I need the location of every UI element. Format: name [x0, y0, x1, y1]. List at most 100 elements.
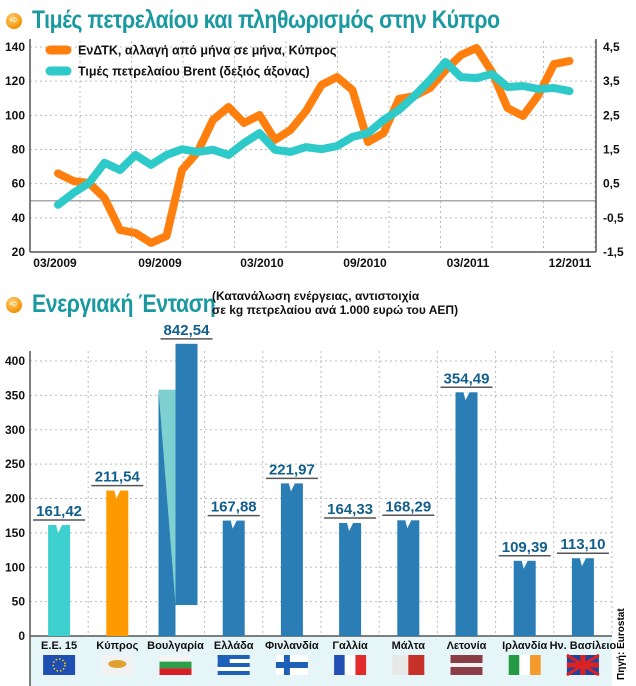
uk-cross [566, 662, 599, 668]
y-right-tick-label: 4,5 [603, 40, 620, 54]
bar-notch [288, 483, 295, 492]
legend-label: ΕνΔΤΚ, αλλαγή από μήνα σε μήνα, Κύπρος [78, 44, 336, 58]
bar-value-label: 211,54 [95, 469, 141, 486]
y-right-tick-label: 1,5 [603, 143, 620, 157]
flag-stripe [450, 655, 483, 663]
y-left-tick-label: 40 [12, 211, 26, 225]
x-tick-label: 09/2010 [343, 256, 387, 270]
bar [106, 490, 129, 636]
bar-y-tick-label: 300 [5, 423, 25, 437]
bar-chart-title-row: ➪ Ενεργιακή Ένταση [6, 290, 248, 319]
bar-value-label: 354,49 [444, 370, 490, 387]
y-left-tick-label: 20 [12, 245, 26, 259]
category-label: Βουλγαρία [147, 640, 204, 652]
flag-stripe [450, 667, 483, 675]
bar [455, 392, 478, 636]
flag-stripe [408, 655, 425, 675]
flag-stripe [217, 667, 250, 671]
y-left-tick-label: 140 [5, 40, 25, 54]
x-tick-label: 03/2010 [240, 256, 284, 270]
flag-stripe [355, 655, 367, 675]
line-chart-title: Τιμές πετρελαίου και πληθωρισμός στην Κύ… [32, 6, 500, 34]
flag-stripe [530, 655, 541, 675]
category-label: Μάλτα [392, 640, 426, 652]
y-right-tick-label: 2,5 [603, 108, 620, 122]
bar-y-tick-label: 50 [12, 595, 26, 609]
flag-stripe [217, 663, 250, 667]
bar-value-label: 167,88 [211, 499, 257, 516]
bar-notch [114, 490, 121, 499]
y-left-tick-label: 80 [12, 143, 26, 157]
flag-stripe [344, 655, 356, 675]
category-label: Κύπρος [96, 640, 138, 652]
bar-y-tick-label: 250 [5, 457, 25, 471]
bar-value-label: 168,29 [385, 498, 431, 515]
bar-y-tick-label: 0 [18, 629, 25, 643]
category-label: Γαλλία [332, 640, 368, 652]
bar-notch [230, 520, 237, 529]
category-label: Ιρλανδία [502, 640, 547, 652]
bar-value-label: 109,39 [502, 539, 548, 556]
bar-y-tick-label: 350 [5, 388, 25, 402]
x-tick-label: 09/2009 [138, 256, 182, 270]
x-tick-label: 03/2009 [33, 256, 77, 270]
bar-y-tick-label: 400 [5, 354, 25, 368]
bar-value-label: 113,10 [560, 536, 605, 553]
eu-stars [52, 658, 66, 672]
category-label: Ην. Βασίλειο [550, 640, 617, 652]
flag-stripe [217, 671, 250, 675]
bar-chart-subtitle: (Κατανάλωση ενέργειας, αντιστοιχία σε kg… [212, 289, 458, 317]
flag-stripe [217, 659, 250, 663]
flag-stripe [217, 655, 250, 659]
y-right-tick-label: -1,5 [603, 245, 624, 259]
flag-stripe [519, 655, 531, 675]
category-label: Λετονία [447, 640, 487, 652]
arrow-right-circle-icon: ➪ [6, 296, 22, 313]
bar-y-tick-label: 200 [5, 492, 25, 506]
bar [513, 560, 536, 636]
cyprus-map [108, 660, 127, 668]
bar-notch [463, 392, 470, 401]
x-tick-label: 12/2011 [549, 256, 592, 270]
flag-stripe [43, 655, 76, 675]
finland-cross [283, 655, 290, 675]
cpi-series-line [54, 44, 574, 247]
arrow-right-circle-icon: ➪ [6, 12, 22, 29]
bar [397, 520, 420, 636]
bar-notch [521, 560, 528, 569]
flag-stripe [159, 661, 192, 669]
y-left-tick-label: 100 [5, 108, 25, 122]
flag-stripe [159, 655, 192, 662]
brent-series-line [54, 58, 574, 209]
bar-notch [56, 525, 63, 534]
category-label: Ελλάδα [214, 640, 254, 652]
source-label: Πηγή: Eurostat [616, 608, 627, 680]
flag-stripe [275, 668, 308, 675]
bar-break-marker [158, 389, 176, 606]
bar-chart-title: Ενεργιακή Ένταση [32, 290, 216, 318]
bar-notch [579, 558, 586, 567]
flag-stripe [508, 655, 520, 675]
flag-stripe [392, 655, 409, 675]
bar [48, 525, 71, 636]
bar-value-label: 161,42 [36, 503, 82, 520]
bar-notch [347, 523, 354, 532]
y-right-tick-label: 3,5 [603, 74, 620, 88]
bar-value-label: 221,97 [269, 461, 315, 478]
bar-y-tick-label: 150 [5, 526, 25, 540]
y-left-tick-label: 60 [12, 177, 26, 191]
category-label: Ε.Ε. 15 [41, 640, 77, 652]
bar-notch [405, 520, 412, 529]
x-tick-label: 03/2011 [447, 256, 490, 270]
y-right-tick-label: 0,5 [603, 177, 620, 191]
bar [571, 558, 594, 636]
y-right-tick-label: -0,5 [603, 211, 624, 225]
flag-stripe [275, 655, 308, 662]
bar-y-tick-label: 100 [5, 560, 25, 574]
bar [339, 523, 362, 636]
greece-canton [217, 655, 230, 667]
category-label: Φινλανδία [265, 640, 319, 652]
subtitle-line-1: (Κατανάλωση ενέργειας, αντιστοιχία [212, 289, 420, 303]
y-left-tick-label: 120 [5, 74, 25, 88]
